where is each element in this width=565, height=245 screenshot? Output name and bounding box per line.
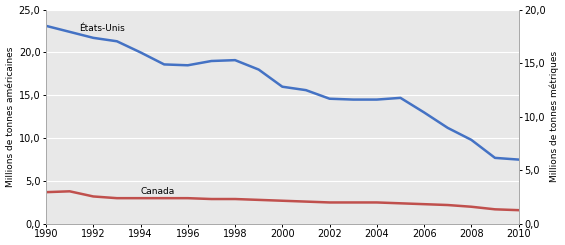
Text: Canada: Canada xyxy=(141,187,175,196)
Text: États-Unis: États-Unis xyxy=(79,24,125,33)
Y-axis label: Millions de tonnes métriques: Millions de tonnes métriques xyxy=(550,51,559,182)
Y-axis label: Millions de tonnes américaines: Millions de tonnes américaines xyxy=(6,47,15,187)
